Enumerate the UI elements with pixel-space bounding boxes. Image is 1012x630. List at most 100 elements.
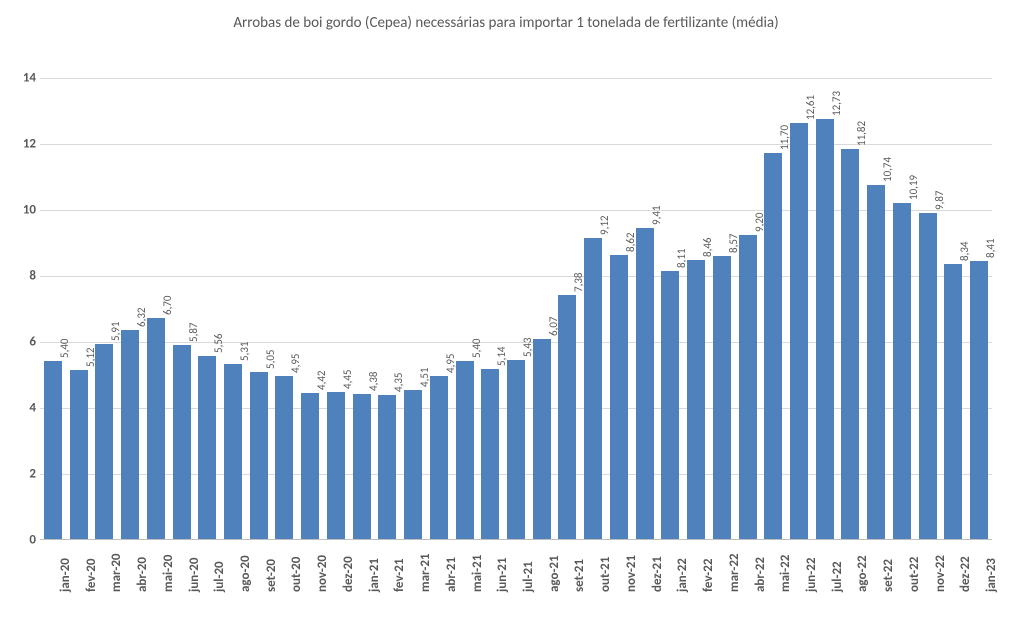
bar xyxy=(790,123,808,539)
bar xyxy=(970,261,988,539)
bar-value-label: 8,34 xyxy=(958,241,971,260)
gridline xyxy=(40,78,992,79)
x-tick-label: abr-22 xyxy=(753,557,768,592)
chart-title: Arrobas de boi gordo (Cepea) necessárias… xyxy=(0,14,1012,32)
bar xyxy=(841,149,859,539)
bar xyxy=(353,394,371,539)
x-tick-label: jul-22 xyxy=(830,561,845,592)
bar xyxy=(533,339,551,539)
bar xyxy=(558,295,576,539)
x-tick-label: fev-20 xyxy=(84,559,99,592)
bar-value-label: 9,12 xyxy=(598,216,611,235)
x-tick-label: fev-21 xyxy=(392,559,407,592)
x-tick-label: set-21 xyxy=(572,559,587,592)
y-tick-label: 10 xyxy=(12,203,36,218)
bar-chart: Arrobas de boi gordo (Cepea) necessárias… xyxy=(0,0,1012,630)
bar xyxy=(404,390,422,539)
x-tick-label: jan-21 xyxy=(367,558,382,592)
bar xyxy=(507,360,525,539)
bar xyxy=(173,345,191,539)
bar-value-label: 8,46 xyxy=(701,237,714,256)
bar-value-label: 8,41 xyxy=(984,239,997,258)
x-tick-label: jan-22 xyxy=(675,558,690,592)
bar xyxy=(610,255,628,539)
y-tick-label: 0 xyxy=(12,533,36,548)
x-tick-label: jun-22 xyxy=(804,558,819,592)
x-tick-label: set-22 xyxy=(881,559,896,592)
x-tick-label: mar-20 xyxy=(109,553,124,592)
x-tick-label: nov-22 xyxy=(933,555,948,592)
bar xyxy=(95,344,113,539)
bar-value-label: 4,42 xyxy=(315,371,328,390)
x-tick-label: jun-21 xyxy=(495,558,510,592)
x-tick-label: nov-20 xyxy=(315,555,330,592)
y-tick-label: 8 xyxy=(12,269,36,284)
bar-value-label: 5,05 xyxy=(264,350,277,369)
bar xyxy=(893,203,911,539)
y-tick-label: 2 xyxy=(12,467,36,482)
bar-value-label: 4,38 xyxy=(367,372,380,391)
y-tick-label: 4 xyxy=(12,401,36,416)
y-tick-label: 6 xyxy=(12,335,36,350)
bar-value-label: 12,61 xyxy=(804,95,817,120)
x-tick-label: ago-20 xyxy=(238,555,253,592)
gridline xyxy=(40,144,992,145)
bar xyxy=(713,256,731,539)
bar xyxy=(739,235,757,539)
bar xyxy=(147,318,165,539)
x-tick-label: nov-21 xyxy=(624,555,639,592)
plot-area: 024681012145,40jan-205,12fev-205,91mar-2… xyxy=(40,78,992,540)
bar-value-label: 12,73 xyxy=(830,91,843,116)
x-tick-label: ago-21 xyxy=(547,555,562,592)
bar xyxy=(70,370,88,539)
y-tick-label: 12 xyxy=(12,137,36,152)
bar xyxy=(944,264,962,539)
bar xyxy=(636,228,654,539)
bar-value-label: 5,40 xyxy=(58,338,71,357)
x-tick-label: mar-22 xyxy=(727,553,742,592)
y-tick-label: 14 xyxy=(12,71,36,86)
bar-value-label: 4,45 xyxy=(341,370,354,389)
bar xyxy=(687,260,705,539)
x-tick-label: jun-20 xyxy=(187,558,202,592)
x-tick-label: dez-20 xyxy=(341,556,356,592)
x-tick-label: abr-21 xyxy=(444,557,459,592)
x-tick-label: jan-20 xyxy=(58,558,73,592)
x-tick-label: dez-22 xyxy=(958,556,973,592)
bar-value-label: 5,40 xyxy=(470,338,483,357)
bar-value-label: 5,31 xyxy=(238,341,251,360)
bar xyxy=(430,376,448,539)
bar-value-label: 5,56 xyxy=(212,333,225,352)
bar-value-label: 9,87 xyxy=(933,191,946,210)
x-tick-label: mai-20 xyxy=(161,555,176,592)
bar xyxy=(764,153,782,539)
bar xyxy=(44,361,62,539)
bar-value-label: 4,95 xyxy=(289,353,302,372)
x-tick-label: mai-22 xyxy=(778,555,793,592)
x-tick-label: abr-20 xyxy=(135,557,150,592)
bar xyxy=(198,356,216,539)
x-tick-label: fev-22 xyxy=(701,559,716,592)
x-tick-label: out-20 xyxy=(289,557,304,592)
x-tick-label: jan-23 xyxy=(984,558,999,592)
bar xyxy=(456,361,474,539)
x-tick-label: set-20 xyxy=(264,559,279,592)
bar xyxy=(919,213,937,539)
bar-value-label: 9,41 xyxy=(650,206,663,225)
bar xyxy=(816,119,834,539)
bar xyxy=(378,395,396,539)
bar xyxy=(327,392,345,539)
bar-value-label: 5,87 xyxy=(187,323,200,342)
bar xyxy=(275,376,293,539)
x-tick-label: mar-21 xyxy=(418,553,433,592)
bar xyxy=(584,238,602,539)
bar xyxy=(121,330,139,539)
bar xyxy=(867,185,885,539)
x-tick-label: jul-20 xyxy=(212,561,227,592)
x-tick-label: out-21 xyxy=(598,557,613,592)
x-tick-label: jul-21 xyxy=(521,561,536,592)
x-tick-label: out-22 xyxy=(907,557,922,592)
x-tick-label: ago-22 xyxy=(855,555,870,592)
bar xyxy=(481,369,499,539)
bar-value-label: 10,19 xyxy=(907,175,920,200)
